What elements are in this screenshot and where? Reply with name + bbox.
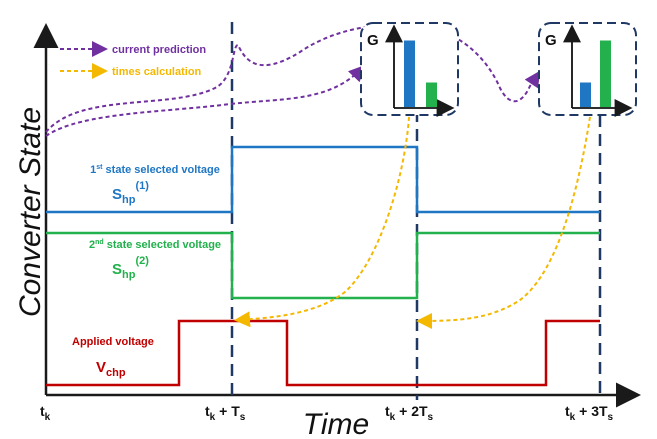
prediction-curve-1	[45, 23, 541, 133]
cost-box-2-bar-blue	[580, 82, 591, 107]
time-tick-0: tk	[40, 403, 51, 423]
legend-times-label: times calculation	[112, 66, 202, 78]
time-tick-2: tk + 2Ts	[385, 403, 434, 423]
cost-box-2-label: G	[545, 32, 557, 49]
times-arrow-2	[416, 116, 591, 329]
x-axis-label: Time	[303, 408, 369, 439]
applied-voltage-symbol: Vchp	[96, 359, 126, 379]
first-state-caption: 1st state selected voltage	[90, 164, 220, 176]
cost-box-2-bar-green	[600, 40, 611, 107]
cost-box-1-label: G	[367, 32, 379, 49]
legend-prediction-label: current prediction	[112, 44, 206, 56]
times-arrow-1	[234, 116, 410, 328]
second-state-caption: 2nd state selected voltage	[89, 239, 221, 251]
cost-box-1-bar-green	[426, 82, 437, 107]
second-state-symbol: Shp(2)	[112, 255, 149, 281]
prediction-curve-2	[45, 65, 365, 137]
first-state-signal	[46, 145, 600, 214]
first-state-symbol: Shp(1)	[112, 180, 149, 206]
cost-box-2: G	[538, 22, 637, 117]
applied-voltage-caption: Applied voltage	[72, 336, 154, 348]
legend: current prediction times calculation	[60, 41, 206, 79]
time-tick-1: tk + Ts	[205, 403, 246, 423]
time-tick-3: tk + 3Ts	[565, 403, 614, 423]
time-tick-labels: tk tk + Ts tk + 2Ts tk + 3Ts	[40, 403, 614, 423]
second-state-signal	[46, 231, 600, 300]
y-axis-label: Converter State	[14, 107, 47, 317]
cost-box-1: G	[360, 22, 459, 117]
applied-voltage-signal	[46, 319, 600, 387]
cost-box-1-bar-blue	[404, 40, 415, 107]
